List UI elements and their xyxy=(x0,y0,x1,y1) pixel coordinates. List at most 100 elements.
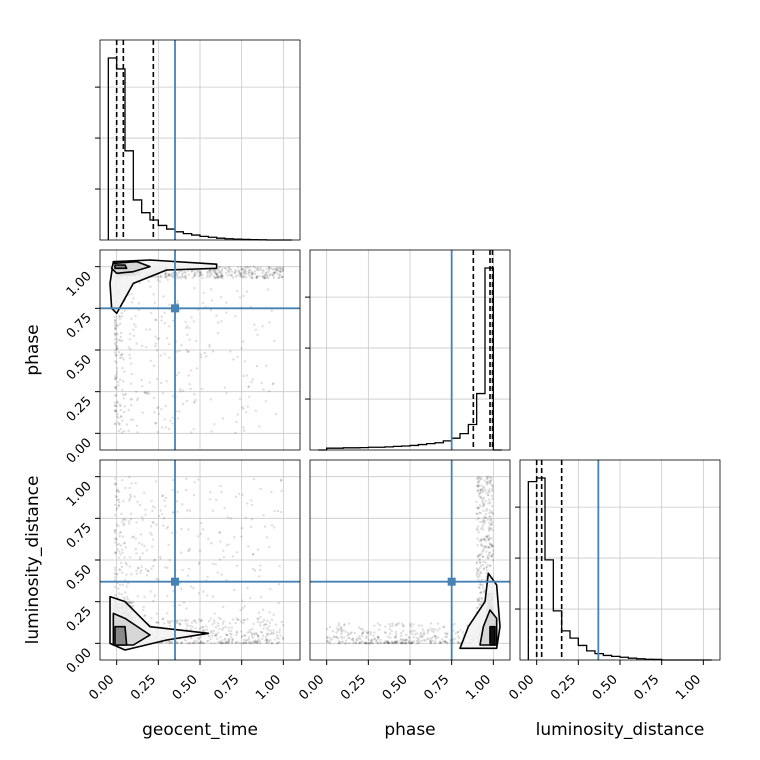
sample-point xyxy=(195,272,199,275)
sample-point xyxy=(412,636,415,639)
sample-point xyxy=(219,617,223,621)
sample-point xyxy=(193,619,196,623)
sample-point xyxy=(244,641,248,645)
sample-point xyxy=(118,317,122,320)
sample-point xyxy=(217,275,221,279)
sample-point xyxy=(189,628,193,631)
sample-point xyxy=(218,266,221,269)
sample-point xyxy=(228,632,232,636)
sample-point xyxy=(481,544,485,548)
sample-point xyxy=(199,641,202,644)
sample-point xyxy=(159,509,163,512)
sample-point xyxy=(265,273,268,277)
sample-point xyxy=(129,398,132,401)
sample-point xyxy=(184,639,187,643)
sample-point xyxy=(171,620,175,623)
sample-point xyxy=(119,544,123,547)
sample-point xyxy=(216,321,220,324)
sample-point xyxy=(481,490,485,493)
sample-point xyxy=(214,277,217,280)
sample-point xyxy=(330,637,334,640)
sample-point xyxy=(236,289,239,293)
sample-point xyxy=(272,273,275,276)
sample-point xyxy=(337,628,340,631)
sample-point xyxy=(360,641,363,645)
hist-step-phase xyxy=(318,267,502,451)
sample-point xyxy=(349,632,352,635)
sample-point xyxy=(356,638,359,642)
sample-point xyxy=(122,596,125,599)
sample-point xyxy=(149,311,153,315)
sample-point xyxy=(281,268,285,271)
sample-point xyxy=(338,641,341,645)
sample-point xyxy=(138,541,141,545)
sample-point xyxy=(273,339,276,343)
sample-point xyxy=(138,281,141,284)
sample-point xyxy=(266,632,269,635)
sample-point xyxy=(130,573,133,576)
sample-point xyxy=(251,272,255,275)
sample-point xyxy=(185,627,188,631)
sample-point xyxy=(344,630,347,634)
sample-point xyxy=(265,626,269,630)
sample-point xyxy=(129,493,132,496)
sample-point xyxy=(180,270,183,273)
sample-point xyxy=(117,421,120,424)
sample-point xyxy=(488,501,492,504)
sample-point xyxy=(260,381,263,385)
sample-point xyxy=(226,640,230,644)
sample-point xyxy=(141,411,144,414)
sample-point xyxy=(491,528,494,532)
sample-point xyxy=(169,619,172,623)
sample-point xyxy=(114,386,117,389)
sample-point xyxy=(224,641,228,644)
sample-point xyxy=(240,276,243,279)
sample-point xyxy=(120,311,123,315)
sample-point xyxy=(202,291,205,295)
sample-point xyxy=(242,340,245,343)
sample-point xyxy=(480,600,483,603)
sample-point xyxy=(224,266,227,270)
sample-point xyxy=(120,415,123,419)
sample-point xyxy=(175,274,179,278)
sample-point xyxy=(198,627,202,631)
xlabel-luminosity-distance: luminosity_distance xyxy=(536,720,705,740)
sample-point xyxy=(415,642,419,645)
sample-point xyxy=(151,505,155,508)
sample-point xyxy=(165,527,168,530)
sample-point xyxy=(371,641,375,645)
sample-point xyxy=(253,323,256,326)
sample-point xyxy=(245,639,248,642)
sample-point xyxy=(264,635,268,639)
sample-point xyxy=(408,636,411,640)
sample-point xyxy=(136,431,139,434)
sample-point xyxy=(491,552,495,556)
sample-point xyxy=(156,278,159,282)
sample-point xyxy=(116,332,119,336)
sample-point xyxy=(216,276,219,279)
sample-point xyxy=(201,641,204,645)
sample-point xyxy=(367,638,370,641)
sample-point xyxy=(151,538,155,541)
sample-point xyxy=(184,276,187,279)
sample-point xyxy=(486,535,489,538)
sample-point xyxy=(137,566,140,570)
sample-point xyxy=(180,344,183,347)
sample-point xyxy=(361,631,365,635)
sample-point xyxy=(482,528,485,531)
sample-point xyxy=(225,640,228,643)
sample-point xyxy=(128,347,132,351)
contour-level xyxy=(489,625,496,646)
sample-point xyxy=(408,641,412,644)
sample-point xyxy=(259,268,262,271)
sample-point xyxy=(484,515,487,519)
sample-point xyxy=(162,295,165,298)
sample-point xyxy=(251,640,254,644)
sample-point xyxy=(168,641,172,644)
sample-point xyxy=(118,568,121,571)
sample-point xyxy=(365,630,368,633)
sample-point xyxy=(456,640,460,643)
sample-point xyxy=(201,276,204,280)
sample-point xyxy=(159,275,162,279)
sample-point xyxy=(409,630,412,634)
